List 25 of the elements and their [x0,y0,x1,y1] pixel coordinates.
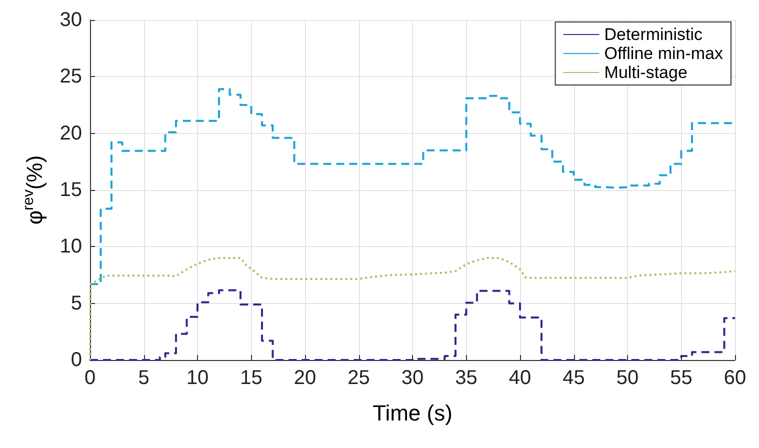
x-tick-label: 30 [401,367,424,389]
x-tick-label: 15 [240,367,262,389]
x-tick-label: 45 [562,367,585,389]
x-tick-label: 35 [455,367,478,389]
y-tick-label: 15 [60,179,82,201]
legend-label: Offline min-max [604,44,724,63]
x-tick-label: 0 [84,367,96,389]
y-tick-label: 10 [60,236,82,258]
y-tick-label: 25 [60,66,82,88]
x-axis-title: Time (s) [372,400,452,426]
legend-label: Multi-stage [604,63,688,82]
x-tick-label: 10 [186,367,209,389]
y-tick-label: 20 [60,122,82,144]
y-tick-label: 0 [70,349,82,371]
x-tick-label: 25 [348,367,370,389]
x-tick-label: 55 [670,367,692,389]
y-tick-label: 5 [70,292,82,314]
x-tick-label: 50 [616,367,639,389]
x-tick-label: 5 [138,367,150,389]
x-tick-label: 40 [508,367,532,389]
y-axis-title: φrev(%) [20,155,47,225]
x-tick-label: 60 [724,367,746,389]
x-tick-label: 20 [294,367,316,389]
legend-label: Deterministic [604,25,704,44]
y-tick-label: 30 [60,9,82,31]
